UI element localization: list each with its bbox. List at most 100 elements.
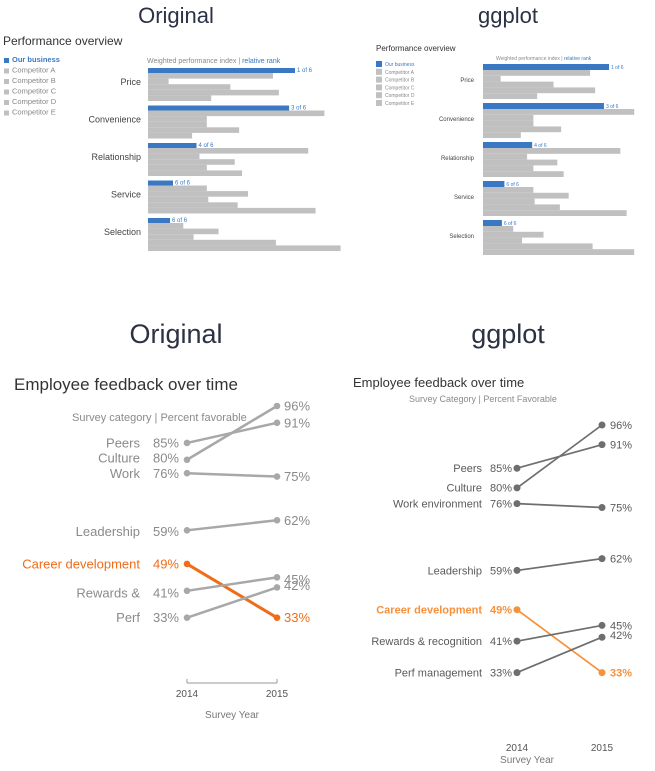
bar — [483, 120, 534, 127]
value-label-2015: 62% — [284, 513, 310, 528]
value-label-2014: 85% — [153, 436, 179, 451]
bar — [483, 220, 502, 226]
bar — [148, 68, 295, 73]
point — [183, 439, 191, 447]
point — [273, 614, 281, 621]
point — [513, 637, 521, 645]
value-label-2015: 75% — [610, 502, 632, 514]
point — [598, 621, 606, 629]
bar — [483, 142, 533, 148]
legend-label: Competitor B — [385, 78, 415, 84]
legend-swatch — [4, 79, 9, 84]
subtitle-accent: relative rank — [242, 58, 281, 65]
value-label-2015: 96% — [610, 420, 632, 432]
category-label: Service — [454, 195, 475, 201]
bar — [483, 126, 562, 133]
bar — [483, 165, 534, 172]
point — [513, 606, 521, 614]
bar — [148, 245, 341, 251]
series-name-label: Culture — [447, 483, 482, 495]
series-name-label: Work — [110, 466, 141, 481]
point — [183, 560, 191, 568]
value-label-2014: 76% — [153, 466, 179, 481]
value-label-2015: 45% — [284, 572, 310, 587]
legend-label: Competitor B — [12, 76, 56, 85]
bar — [148, 89, 279, 96]
value-label-2015: 42% — [610, 630, 632, 642]
value-label-2014: 49% — [490, 605, 512, 617]
point — [513, 566, 521, 574]
bar — [148, 159, 235, 165]
bar — [148, 228, 219, 235]
bar — [148, 153, 200, 160]
category-label: Convenience — [439, 117, 475, 123]
bar — [148, 95, 212, 101]
subtitle-main: Weighted performance index — [496, 56, 560, 62]
bar — [483, 114, 534, 121]
point — [598, 504, 606, 512]
point — [183, 527, 191, 534]
subtitle-separator: | — [560, 56, 564, 62]
point — [273, 419, 281, 427]
value-label-2014: 76% — [490, 498, 512, 510]
series-name-label: Career development — [376, 605, 482, 617]
heading-bottom-left: Original — [129, 319, 222, 349]
series-line — [516, 502, 603, 509]
heading-top-right: ggplot — [478, 3, 538, 28]
subtitle-accent: relative rank — [564, 56, 592, 62]
subtitle-part: Percent favorable — [160, 412, 246, 424]
legend-label: Our business — [12, 55, 60, 64]
value-label-2014: 33% — [153, 610, 179, 625]
bar — [148, 143, 197, 148]
chart-title: Performance overview — [376, 44, 456, 53]
legend-label: Competitor D — [12, 97, 57, 106]
value-label-2015: 91% — [284, 415, 310, 430]
point — [273, 473, 281, 480]
feedback-chart-ggplot: Employee feedback over time Survey Catego… — [353, 375, 632, 766]
rank-label: 3 of 6 — [606, 104, 619, 110]
heading-top-left: Original — [138, 3, 214, 28]
value-label-2014: 49% — [153, 556, 179, 571]
series-name-label: Culture — [98, 450, 140, 465]
legend-swatch — [376, 76, 382, 83]
bar — [148, 127, 240, 133]
series-name-label: Perf management — [395, 667, 482, 679]
bar — [148, 239, 276, 246]
bar — [483, 132, 521, 138]
rank-label: 6 of 6 — [504, 221, 517, 227]
point — [183, 469, 191, 477]
x-tick-label: 2015 — [591, 743, 614, 754]
point — [273, 516, 281, 524]
value-label-2014: 59% — [153, 524, 179, 539]
legend-label: Our business — [385, 62, 415, 68]
value-label-2015: 33% — [610, 667, 632, 679]
point — [513, 500, 521, 508]
bar — [483, 64, 609, 70]
legend-swatch — [376, 92, 382, 99]
legend-label: Competitor E — [12, 108, 56, 117]
subtitle-part: Percent Favorable — [483, 394, 557, 404]
point — [513, 484, 521, 492]
series-name-label: Leadership — [76, 524, 140, 539]
series-line — [516, 609, 603, 674]
value-label-2014: 59% — [490, 565, 512, 577]
value-label-2014: 33% — [490, 667, 512, 679]
series-name-label: Rewards & recognition — [371, 636, 482, 648]
category-label: Service — [111, 190, 141, 200]
bar — [148, 110, 325, 117]
performance-chart-original: Performance overview Weighted performance… — [3, 34, 341, 251]
point — [183, 614, 191, 621]
legend-label: Competitor C — [385, 85, 415, 91]
value-label-2015: 33% — [284, 610, 310, 625]
rank-label: 4 of 6 — [199, 143, 215, 149]
bar — [483, 148, 621, 154]
rank-label: 1 of 6 — [297, 68, 313, 74]
point — [513, 464, 521, 472]
legend-swatch — [4, 89, 9, 95]
bar — [483, 81, 554, 88]
bar — [148, 191, 248, 197]
bar — [483, 159, 558, 166]
bar — [148, 207, 316, 214]
value-label-2014: 80% — [153, 450, 179, 465]
